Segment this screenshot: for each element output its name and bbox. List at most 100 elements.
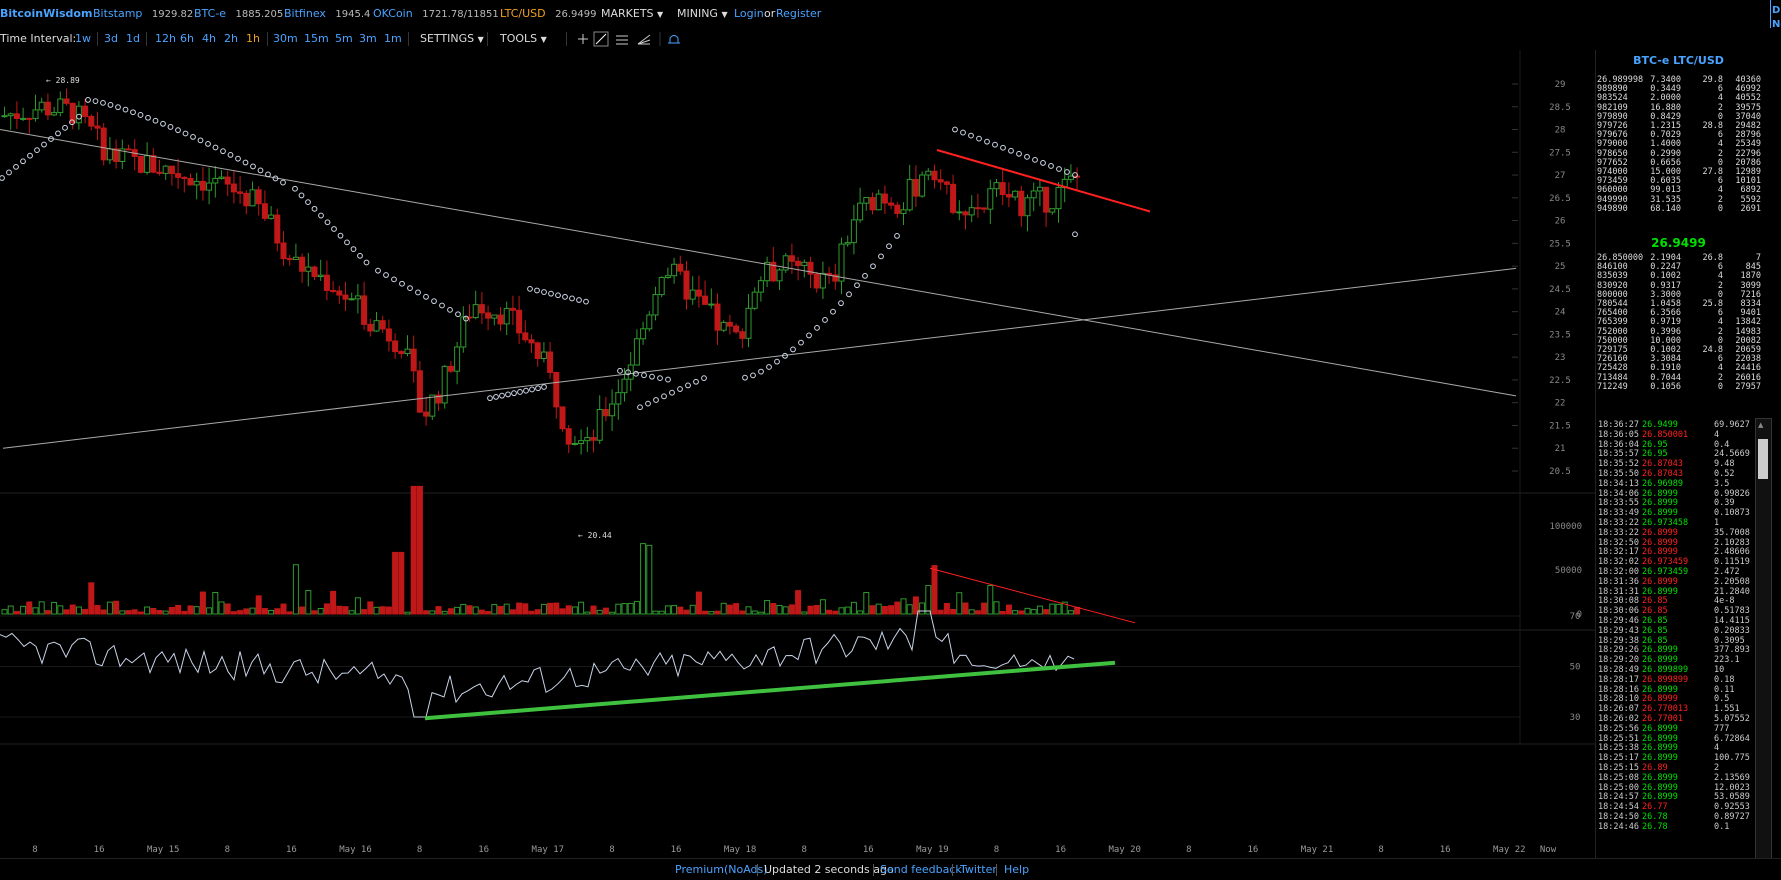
interval-15m[interactable]: 15m bbox=[304, 32, 329, 45]
ask-row[interactable]: 979676 0.7029 6 28796 bbox=[1596, 130, 1761, 140]
trade-row[interactable]: 18:26:07 26.770013 1.551 bbox=[1596, 704, 1761, 714]
trade-row[interactable]: 18:36:27 26.9499 69.9627 bbox=[1596, 420, 1761, 430]
bid-row[interactable]: 752000 0.3996 2 14983 bbox=[1596, 327, 1761, 337]
alert-bell-icon[interactable] bbox=[668, 35, 680, 44]
trade-row[interactable]: 18:30:06 26.85 0.51783 bbox=[1596, 606, 1761, 616]
trade-row[interactable]: 18:33:55 26.8999 0.39 bbox=[1596, 498, 1761, 508]
feedback-link[interactable]: Send feedback bbox=[880, 863, 962, 876]
trade-row[interactable]: 18:29:20 26.8999 223.1 bbox=[1596, 655, 1761, 665]
exchange-bitfinex[interactable]: Bitfinex 1945.4 bbox=[284, 7, 370, 20]
ask-row[interactable]: 977652 0.6656 0 20786 bbox=[1596, 158, 1761, 168]
trade-row[interactable]: 18:31:31 26.8999 21.2840 bbox=[1596, 587, 1761, 597]
trade-row[interactable]: 18:33:49 26.8999 0.10873 bbox=[1596, 508, 1761, 518]
interval-5m[interactable]: 5m bbox=[335, 32, 353, 45]
trade-row[interactable]: 18:28:10 26.8999 0.5 bbox=[1596, 694, 1761, 704]
interval-1h[interactable]: 1h bbox=[246, 32, 260, 45]
ask-row[interactable]: 983524 2.0000 4 40552 bbox=[1596, 93, 1761, 103]
chart-canvas[interactable]: 29 28.5 28 27.5 27 26.5 26 25.5 25 24.5 24 23.5 23 22… bbox=[0, 50, 1595, 858]
exchange-okcoin[interactable]: OKCoin 1721.78/11851 bbox=[373, 7, 499, 20]
ask-row[interactable]: 974000 15.000 27.8 12989 bbox=[1596, 167, 1761, 177]
trade-row[interactable]: 18:28:49 26.899899 10 bbox=[1596, 665, 1761, 675]
bid-row[interactable]: 765400 6.3566 6 9401 bbox=[1596, 308, 1761, 318]
trade-row[interactable]: 18:36:05 26.850001 4 bbox=[1596, 430, 1761, 440]
trade-row[interactable]: 18:36:04 26.95 0.4 bbox=[1596, 440, 1761, 450]
settings-menu[interactable]: SETTINGS ▼ bbox=[420, 32, 484, 45]
fan-tool-icon[interactable] bbox=[637, 34, 651, 45]
trade-row[interactable]: 18:25:56 26.8999 777 bbox=[1596, 724, 1761, 734]
trade-row[interactable]: 18:34:13 26.96989 3.5 bbox=[1596, 479, 1761, 489]
ask-row[interactable]: 949890 68.140 0 2691 bbox=[1596, 204, 1761, 214]
ask-row[interactable]: 960000 99.013 4 6892 bbox=[1596, 185, 1761, 195]
trade-row[interactable]: 18:33:22 26.8999 35.7008 bbox=[1596, 528, 1761, 538]
trade-row[interactable]: 18:32:17 26.8999 2.48606 bbox=[1596, 547, 1761, 557]
exchange-btce[interactable]: BTC-e 1885.205 bbox=[194, 7, 283, 20]
ask-row[interactable]: 979890 0.8429 0 37040 bbox=[1596, 112, 1761, 122]
line-tool-icon[interactable] bbox=[593, 31, 609, 47]
bid-row[interactable]: 750000 10.000 0 20082 bbox=[1596, 336, 1761, 346]
scroll-up-icon[interactable]: ▲ bbox=[1758, 421, 1764, 429]
interval-1m[interactable]: 1m bbox=[384, 32, 402, 45]
bid-row[interactable]: 765399 0.9719 4 13842 bbox=[1596, 317, 1761, 327]
bid-row[interactable]: 830920 0.9317 2 3099 bbox=[1596, 281, 1761, 291]
trades-scrollbar[interactable]: ▲ bbox=[1755, 418, 1772, 860]
bid-row[interactable]: 26.850000 2.1904 26.8 7 bbox=[1596, 253, 1761, 263]
crosshair-icon[interactable] bbox=[578, 34, 588, 44]
exchange-ltcusd[interactable]: LTC/USD 26.9499 bbox=[500, 7, 596, 20]
trade-row[interactable]: 18:30:08 26.85 4e-8 bbox=[1596, 596, 1761, 606]
bid-row[interactable]: 729175 0.1002 24.8 20659 bbox=[1596, 345, 1761, 355]
trade-row[interactable]: 18:32:50 26.8999 2.10283 bbox=[1596, 538, 1761, 548]
trade-row[interactable]: 18:35:50 26.87043 0.52 bbox=[1596, 469, 1761, 479]
bid-row[interactable]: 726160 3.3084 6 22038 bbox=[1596, 354, 1761, 364]
trade-row[interactable]: 18:35:57 26.95 24.5669 bbox=[1596, 449, 1761, 459]
twitter-link[interactable]: Twitter bbox=[960, 863, 997, 876]
interval-3d[interactable]: 3d bbox=[104, 32, 118, 45]
interval-3m[interactable]: 3m bbox=[359, 32, 377, 45]
ask-row[interactable]: 978650 0.2990 2 22796 bbox=[1596, 149, 1761, 159]
bid-row[interactable]: 846100 0.2247 6 845 bbox=[1596, 262, 1761, 272]
bid-row[interactable]: 713484 0.7044 2 26016 bbox=[1596, 373, 1761, 383]
bid-row[interactable]: 712249 0.1056 0 27957 bbox=[1596, 382, 1761, 392]
bid-row[interactable]: 725428 0.1910 4 24416 bbox=[1596, 363, 1761, 373]
trade-row[interactable]: 18:33:22 26.973458 1 bbox=[1596, 518, 1761, 528]
site-logo[interactable]: BitcoinWisdom bbox=[0, 7, 93, 20]
ask-row[interactable]: 989890 0.3449 6 46992 bbox=[1596, 84, 1761, 94]
trade-row[interactable]: 18:25:15 26.89 2 bbox=[1596, 763, 1761, 773]
trade-row[interactable]: 18:26:02 26.77001 5.07552 bbox=[1596, 714, 1761, 724]
mining-menu[interactable]: MINING ▼ bbox=[677, 7, 728, 20]
trade-row[interactable]: 18:35:52 26.87043 9.48 bbox=[1596, 459, 1761, 469]
trade-row[interactable]: 18:29:43 26.85 0.20833 bbox=[1596, 626, 1761, 636]
login-link[interactable]: Login bbox=[734, 7, 764, 20]
interval-12h[interactable]: 12h bbox=[155, 32, 176, 45]
register-link[interactable]: Register bbox=[776, 7, 822, 20]
tools-menu[interactable]: TOOLS ▼ bbox=[500, 32, 547, 45]
ask-row[interactable]: 26.989998 7.3400 29.8 40360 bbox=[1596, 75, 1761, 85]
bid-row[interactable]: 800000 3.3000 0 7216 bbox=[1596, 290, 1761, 300]
scroll-thumb[interactable] bbox=[1758, 439, 1768, 479]
trade-row[interactable]: 18:25:38 26.8999 4 bbox=[1596, 743, 1761, 753]
interval-1w[interactable]: 1w bbox=[75, 32, 91, 45]
ask-row[interactable]: 982109 16.880 2 39575 bbox=[1596, 103, 1761, 113]
interval-4h[interactable]: 4h bbox=[202, 32, 216, 45]
trade-row[interactable]: 18:24:54 26.77 0.92553 bbox=[1596, 802, 1761, 812]
trade-row[interactable]: 18:29:46 26.85 14.4115 bbox=[1596, 616, 1761, 626]
trade-row[interactable]: 18:28:17 26.899899 0.18 bbox=[1596, 675, 1761, 685]
interval-2h[interactable]: 2h bbox=[224, 32, 238, 45]
trade-row[interactable]: 18:34:06 26.8999 0.99826 bbox=[1596, 489, 1761, 499]
trade-row[interactable]: 18:25:08 26.8999 2.13569 bbox=[1596, 773, 1761, 783]
trade-row[interactable]: 18:24:50 26.78 0.89727 bbox=[1596, 812, 1761, 822]
trade-row[interactable]: 18:28:16 26.8999 0.11 bbox=[1596, 685, 1761, 695]
exchange-bitstamp[interactable]: Bitstamp 1929.82 bbox=[93, 7, 193, 20]
trade-row[interactable]: 18:31:36 26.8999 2.20508 bbox=[1596, 577, 1761, 587]
ask-row[interactable]: 973459 0.6035 6 10101 bbox=[1596, 176, 1761, 186]
trade-row[interactable]: 18:29:26 26.8999 377.893 bbox=[1596, 645, 1761, 655]
trade-row[interactable]: 18:25:51 26.8999 6.72864 bbox=[1596, 734, 1761, 744]
price-chart[interactable]: 29 28.5 28 27.5 27 26.5 26 25.5 25 24.5 24 23.5 23 22… bbox=[0, 50, 1595, 858]
horizontal-line-icon[interactable] bbox=[616, 35, 628, 45]
trade-row[interactable]: 18:29:38 26.85 0.3095 bbox=[1596, 636, 1761, 646]
help-link[interactable]: Help bbox=[1004, 863, 1030, 876]
trade-row[interactable]: 18:32:00 26.973459 2.472 bbox=[1596, 567, 1761, 577]
trade-row[interactable]: 18:24:46 26.78 0.1 bbox=[1596, 822, 1761, 832]
trade-row[interactable]: 18:25:00 26.8999 12.0023 bbox=[1596, 783, 1761, 793]
interval-30m[interactable]: 30m bbox=[273, 32, 298, 45]
bid-row[interactable]: 835039 0.1002 4 1870 bbox=[1596, 271, 1761, 281]
